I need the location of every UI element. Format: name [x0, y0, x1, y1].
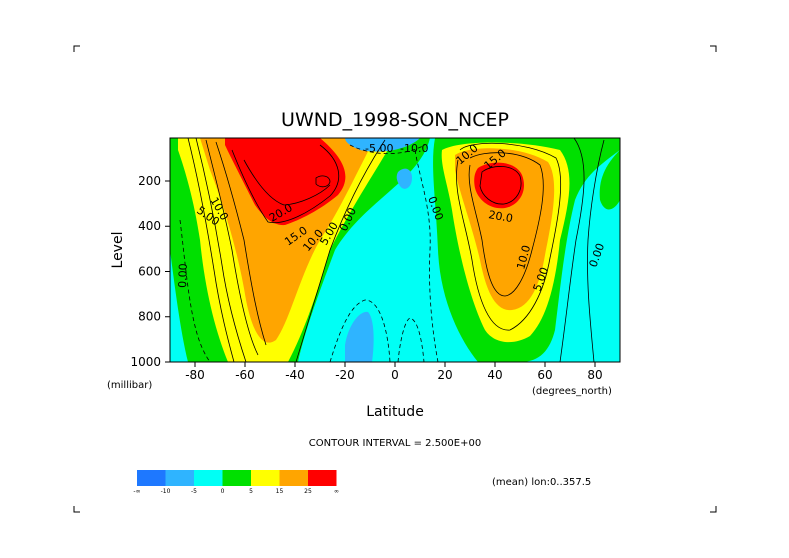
colorbar-swatch: [308, 470, 337, 486]
colorbar-swatch: [222, 470, 251, 486]
contour-label: -5.00: [365, 142, 393, 155]
colorbar-label: -10: [161, 488, 171, 495]
neg-patch-top: [345, 138, 420, 152]
x-axis-label: Latitude: [366, 404, 424, 420]
neg-patch-bottom: [345, 311, 374, 362]
colorbar-swatch: [251, 470, 280, 486]
contour-label: 10.0: [514, 244, 533, 271]
y-tick-label: 400: [138, 219, 161, 233]
x-tick-label: 80: [587, 368, 602, 382]
x-tick-label: 40: [487, 368, 502, 382]
x-tick-label: 0: [391, 368, 399, 382]
s-band-red: [225, 138, 346, 226]
contour-label: -10.0: [400, 142, 428, 155]
corner-marks: [73, 45, 717, 513]
y-units: (millibar): [107, 380, 152, 391]
x-tick-label: -20: [335, 368, 355, 382]
negative-contours: [179, 144, 439, 362]
colorbar-swatch: [279, 470, 308, 486]
x-tick-label: -60: [235, 368, 255, 382]
y-axis: 200 400 600 800 1000: [130, 174, 170, 369]
colorbar-swatch: [165, 470, 194, 486]
colorbar-swatch: [137, 470, 166, 486]
colorbar-label: ∞: [334, 488, 339, 495]
colorbar-label: 25: [304, 488, 312, 495]
colorbar-label: 5: [249, 488, 253, 495]
n-band-red: [474, 162, 525, 209]
y-axis-label: Level: [110, 232, 126, 269]
contour-label: 0.00: [176, 263, 190, 288]
x-tick-label: -40: [285, 368, 305, 382]
y-tick-label: 800: [138, 310, 161, 324]
x-tick-label: 20: [437, 368, 452, 382]
colorbar-label: 0: [221, 488, 225, 495]
contour-interval-text: CONTOUR INTERVAL = 2.500E+00: [309, 438, 481, 449]
colorbar-label: -∞: [133, 488, 140, 495]
contour-label: 20.0: [487, 208, 513, 225]
plot-area: [170, 138, 620, 362]
x-tick-label: 60: [537, 368, 552, 382]
chart-title: UWND_1998-SON_NCEP: [281, 109, 509, 131]
x-axis: -80 -60 -40 -20 0 20 40 60 80: [185, 362, 603, 382]
right-edge-green: [599, 150, 620, 210]
footer-text: (mean) lon:0..357.5: [492, 477, 591, 488]
colorbar-swatch: [194, 470, 223, 486]
y-tick-label: 1000: [130, 355, 161, 369]
colorbar: -∞ -10 -5 0 5 15 25 ∞: [133, 470, 339, 495]
y-tick-label: 600: [138, 264, 161, 278]
colorbar-label: 15: [276, 488, 284, 495]
colorbar-label: -5: [191, 488, 197, 495]
x-units: (degrees_north): [532, 386, 612, 397]
contour-lines: [187, 138, 605, 362]
x-tick-label: -80: [185, 368, 205, 382]
neg-patch-mid: [396, 168, 412, 189]
y-tick-label: 200: [138, 174, 161, 188]
